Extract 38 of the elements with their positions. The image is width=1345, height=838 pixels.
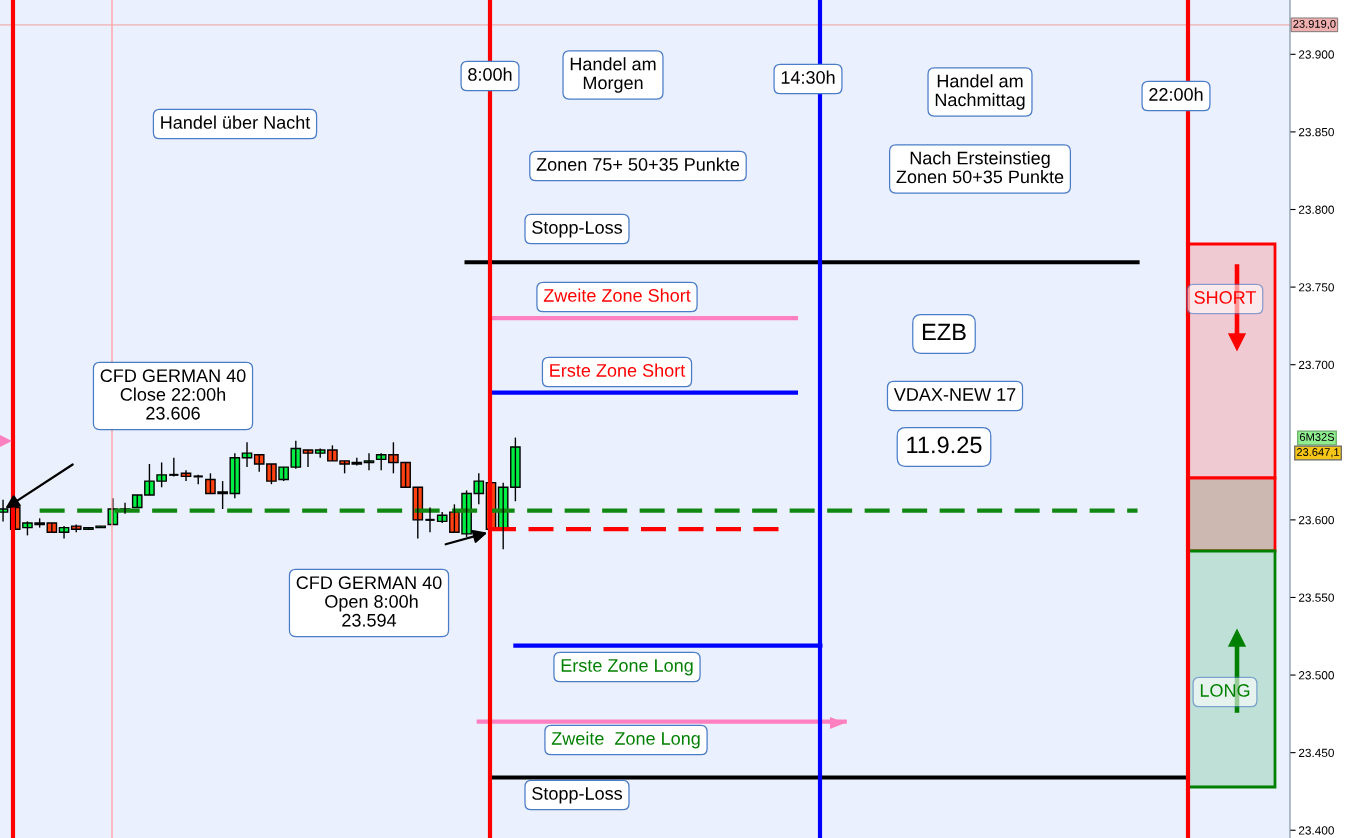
text: 23.647,1 <box>1296 448 1340 458</box>
y-tick-label: 23.700 <box>1298 360 1334 370</box>
annotation: Erste Zone Long <box>561 659 693 676</box>
candlestick <box>46 522 58 533</box>
y-tick-label: 23.750 <box>1298 283 1334 292</box>
annotation: CFD GERMAN 40 Open 8:00h 23.594 <box>296 576 442 627</box>
annotation: Zweite Zone Long <box>551 731 700 749</box>
annotation: LONG <box>1200 684 1250 697</box>
annotation: Stopp-Loss <box>532 221 623 238</box>
y-tick-label: 23.600 <box>1298 515 1334 525</box>
annotation: 22:00h <box>1149 87 1203 101</box>
annotation: VDAX-NEW 17 <box>893 388 1016 401</box>
annotation: Zonen 75+ 50+35 Punkte <box>536 157 740 171</box>
y-tick-label: 23.550 <box>1298 593 1334 602</box>
y-tick-label: 23.800 <box>1298 205 1334 214</box>
annotation: Zweite Zone Short <box>543 288 691 302</box>
y-tick-label: 23.900 <box>1298 50 1334 59</box>
annotation: 11.9.25 <box>907 436 982 454</box>
candlestick <box>168 457 180 478</box>
annotation: SHORT <box>1194 291 1257 304</box>
annotation: Handel am Morgen <box>570 57 656 93</box>
annotation: Handel am Nachmittag <box>935 74 1025 110</box>
annotation: 8:00h <box>468 67 512 81</box>
y-tick-label: 23.450 <box>1298 748 1334 758</box>
candlestick <box>302 449 314 468</box>
y-tick-label: 23.400 <box>1298 826 1334 835</box>
annotation: 14:30h <box>781 70 835 84</box>
ref-line-label: 23.919,0 <box>1293 19 1336 30</box>
y-tick-label: 23.850 <box>1298 127 1334 137</box>
candlestick <box>424 506 436 533</box>
annotation: Stopp-Loss <box>532 787 623 804</box>
annotation: CFD GERMAN 40 Close 22:00h 23.606 <box>100 369 246 420</box>
text: 6M32S <box>1299 433 1335 441</box>
annotation: Nach Ersteinstieg Zonen 50+35 Punkte <box>896 151 1064 184</box>
annotation: EZB <box>922 323 966 341</box>
annotation: Handel über Nacht <box>161 115 311 129</box>
annotation: Erste Zone Short <box>550 363 686 377</box>
y-tick-label: 23.500 <box>1298 671 1334 680</box>
